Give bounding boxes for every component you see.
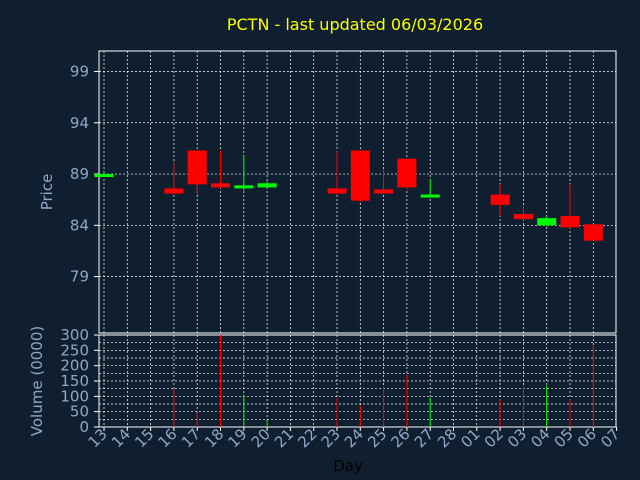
candle-body-16: [164, 188, 184, 194]
volume-tick-label-100: 100: [60, 387, 89, 405]
x-tick-label-07: 07: [597, 425, 623, 451]
candle-body-06: [583, 224, 603, 241]
candle-body-18: [211, 183, 230, 188]
price-plot-area: [98, 50, 617, 334]
candle-body-25: [374, 189, 394, 194]
candle-body-27: [420, 194, 440, 198]
candle-body-24: [350, 150, 370, 201]
volume-bars: [173, 335, 594, 427]
candles: [94, 150, 603, 241]
candle-body-03: [513, 214, 533, 220]
candle-body-23: [327, 188, 347, 194]
price-tick-label-94: 94: [70, 114, 89, 132]
price-panel: 79 84 89 94 99 Price: [38, 50, 617, 334]
volume-grid: [99, 334, 616, 428]
x-ticks: 1314151617181920212223242526272801020304…: [85, 425, 624, 451]
candle-body-05: [560, 216, 580, 228]
price-tick-label-79: 79: [70, 268, 89, 286]
volume-tick-label-50: 50: [70, 403, 89, 421]
candle-body-20: [257, 183, 277, 188]
price-tick-label-84: 84: [70, 216, 89, 234]
volume-tick-label-250: 250: [60, 341, 89, 359]
price-tick-label-99: 99: [70, 63, 89, 81]
volume-tick-label-200: 200: [60, 357, 89, 375]
price-axis-label: Price: [38, 174, 56, 211]
candle-body-26: [397, 158, 417, 188]
candle-body-17: [187, 150, 207, 185]
x-axis-label: Day: [333, 457, 363, 475]
volume-tick-label-300: 300: [60, 326, 89, 344]
candle-body-19: [234, 185, 254, 189]
volume-axis-label: Volume (0000): [28, 326, 46, 436]
price-y-ticks: 79 84 89 94 99: [70, 63, 99, 286]
price-tick-label-89: 89: [70, 165, 89, 183]
candle-body-02: [490, 194, 510, 205]
chart-title: PCTN - last updated 06/03/2026: [227, 15, 483, 34]
candle-body-13: [94, 174, 114, 178]
volume-tick-label-0: 0: [79, 418, 89, 436]
candle-body-04: [537, 218, 557, 226]
volume-tick-label-150: 150: [60, 372, 89, 390]
